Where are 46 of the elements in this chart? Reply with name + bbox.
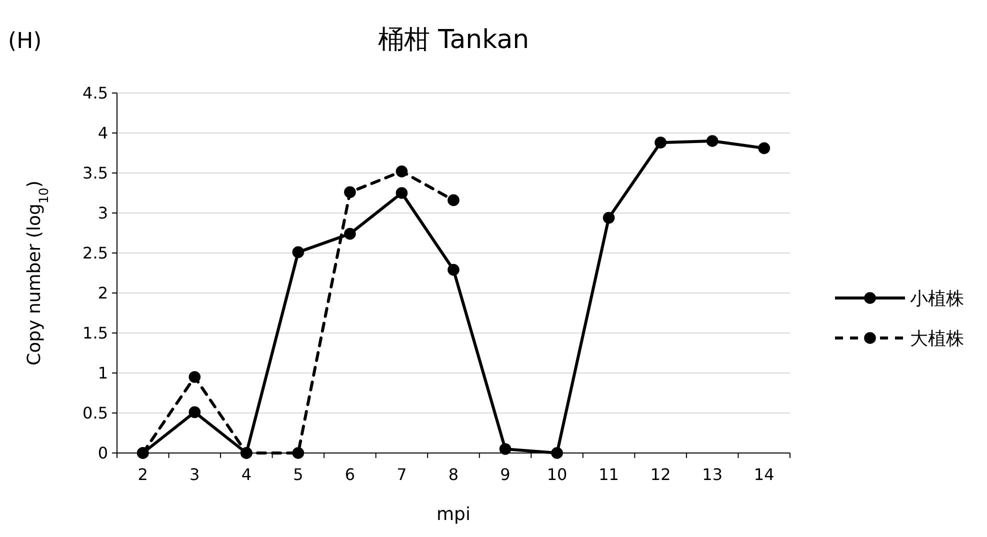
point: [706, 135, 718, 147]
x-tick-label: 11: [598, 465, 619, 484]
point: [396, 187, 408, 199]
y-tick-label: 1: [98, 364, 108, 383]
x-tick-label: 14: [754, 465, 774, 484]
y-tick-label: 0: [98, 444, 108, 463]
point: [654, 136, 666, 149]
x-tick-label: 6: [344, 465, 356, 484]
x-tick-label: 5: [293, 465, 304, 484]
x-tick-label: 13: [702, 465, 723, 484]
point: [551, 447, 563, 459]
legend-label: 大植株: [910, 328, 964, 350]
point: [292, 447, 304, 459]
x-tick-label: 4: [241, 465, 252, 484]
y-tick-label: 1.5: [82, 324, 108, 343]
point: [448, 264, 460, 276]
y-tick-label: 0.5: [82, 404, 108, 423]
x-tick-label: 10: [546, 465, 568, 484]
point: [344, 228, 356, 240]
point: [240, 447, 252, 459]
x-tick-label: 8: [448, 465, 459, 484]
y-tick-label: 2.5: [82, 244, 108, 263]
point: [188, 406, 201, 418]
y-tick-label: 4: [98, 124, 108, 143]
point: [292, 246, 304, 258]
point: [448, 194, 460, 206]
x-tick-label: 3: [190, 465, 200, 484]
y-tick-label: 2: [98, 284, 108, 303]
y-tick-label: 3: [98, 204, 108, 223]
point: [344, 186, 356, 198]
legend-label: 小植株: [910, 288, 964, 310]
text: (H): [8, 29, 42, 54]
point: [758, 142, 770, 154]
x-axis-title: mpi: [436, 504, 470, 525]
point: [188, 371, 201, 383]
chart-title: 桶柑 Tankan: [378, 25, 530, 55]
x-tick-label: 9: [500, 465, 510, 484]
point: [396, 165, 408, 178]
point: [136, 447, 149, 459]
x-tick-label: 2: [138, 465, 148, 484]
x-tick-label: 7: [396, 465, 407, 484]
x-tick-label: 12: [650, 465, 671, 484]
point: [499, 443, 512, 455]
y-tick-label: 4.5: [82, 84, 108, 103]
point: [602, 212, 615, 224]
y-tick-label: 3.5: [82, 164, 108, 183]
